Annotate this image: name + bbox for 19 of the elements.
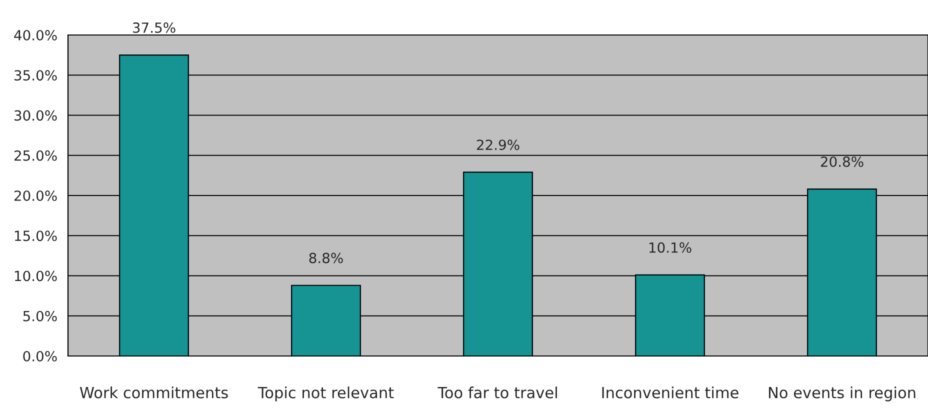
x-tick-label: No events in region bbox=[768, 386, 916, 402]
y-tick-label: 10.0% bbox=[14, 270, 57, 282]
x-tick-label: Topic not relevant bbox=[258, 386, 394, 402]
data-label: 20.8% bbox=[820, 156, 864, 167]
y-tick-label: 5.0% bbox=[23, 310, 57, 322]
y-tick-label: 40.0% bbox=[14, 30, 57, 40]
y-tick-label: 15.0% bbox=[14, 230, 57, 242]
y-tick-label: 30.0% bbox=[14, 110, 57, 121]
data-label: 10.1% bbox=[649, 242, 692, 253]
data-label: 37.5% bbox=[133, 22, 176, 33]
y-tick-label: 20.0% bbox=[14, 190, 57, 201]
data-label: 8.8% bbox=[309, 252, 343, 264]
data-label: 22.9% bbox=[476, 140, 520, 150]
x-tick-label: Work commitments bbox=[80, 386, 228, 398]
x-tick-label: Too far to travel bbox=[438, 386, 557, 398]
y-tick-label: 0.0% bbox=[23, 350, 57, 362]
y-tick-label: 35.0% bbox=[14, 70, 57, 81]
x-tick-label: Inconvenient time bbox=[602, 386, 738, 398]
y-tick-label: 25.0% bbox=[14, 150, 57, 161]
